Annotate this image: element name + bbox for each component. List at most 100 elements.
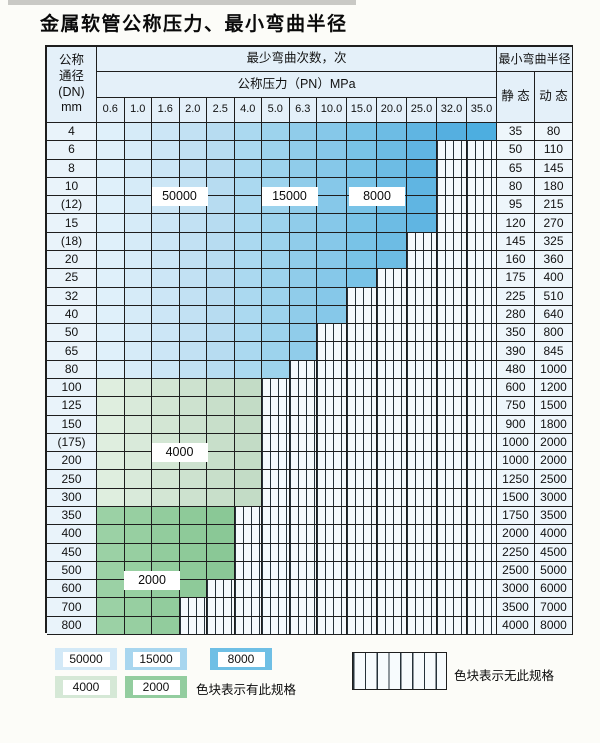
dynamic-radius-cell: 510 [535, 287, 573, 306]
dn-cell: 65 [47, 342, 97, 361]
spec-cell [317, 141, 347, 160]
spec-cell [207, 232, 235, 251]
spec-cell [97, 123, 125, 142]
no-spec-cell [377, 525, 407, 544]
no-spec-cell [347, 433, 377, 453]
spec-cell [234, 141, 262, 160]
dn-cell: 300 [47, 488, 97, 507]
spec-cell [152, 214, 180, 233]
no-spec-cell [467, 342, 497, 361]
spec-cell [124, 177, 152, 197]
spec-cell [124, 378, 152, 398]
no-spec-cell [437, 269, 467, 288]
spec-cell [347, 214, 377, 233]
no-spec-cell [317, 470, 347, 489]
pressure-column-header: 1.6 [152, 98, 180, 123]
pressure-header: 公称压力（PN）MPa [97, 72, 497, 98]
no-spec-cell [262, 470, 290, 489]
spec-cell [124, 269, 152, 288]
spec-cell [407, 141, 437, 160]
no-spec-cell [207, 616, 235, 635]
no-spec-cell [467, 415, 497, 434]
spec-cell [317, 196, 347, 215]
spec-cell [234, 342, 262, 361]
scan-artifact-bar [8, 0, 356, 5]
spec-cell [152, 378, 180, 398]
static-radius-cell: 4000 [497, 616, 535, 635]
no-spec-cell [467, 506, 497, 526]
no-spec-cell [467, 580, 497, 599]
no-spec-cell [407, 342, 437, 361]
no-spec-cell [377, 488, 407, 507]
static-radius-cell: 600 [497, 378, 535, 398]
spec-cell [377, 232, 407, 251]
no-spec-cell [437, 598, 467, 617]
static-radius-cell: 2500 [497, 561, 535, 581]
spec-cell [152, 305, 180, 325]
no-spec-cell [467, 250, 497, 270]
spec-cell [234, 159, 262, 178]
spec-cell [97, 250, 125, 270]
no-spec-cell [467, 324, 497, 343]
no-spec-cell [407, 598, 437, 617]
no-spec-cell [289, 561, 317, 581]
spec-cell [289, 305, 317, 325]
spec-cell [234, 214, 262, 233]
spec-cell [234, 250, 262, 270]
static-radius-cell: 225 [497, 287, 535, 306]
spec-cell [152, 342, 180, 361]
pressure-column-header: 2.0 [179, 98, 207, 123]
spec-cell [234, 452, 262, 471]
no-spec-cell [467, 433, 497, 453]
no-spec-cell [347, 452, 377, 471]
no-spec-cell [467, 287, 497, 306]
spec-cell [97, 561, 125, 581]
static-radius-cell: 50 [497, 141, 535, 160]
static-radius-cell: 65 [497, 159, 535, 178]
spec-cell [207, 342, 235, 361]
spec-cell [124, 123, 152, 142]
static-radius-cell: 1250 [497, 470, 535, 489]
static-radius-cell: 2000 [497, 525, 535, 544]
spec-cell [179, 397, 207, 416]
no-spec-cell [289, 525, 317, 544]
pressure-column-header: 1.0 [124, 98, 152, 123]
no-spec-cell [262, 415, 290, 434]
spec-cell [207, 506, 235, 526]
static-radius-cell: 480 [497, 360, 535, 379]
spec-cell [97, 232, 125, 251]
no-spec-cell [347, 525, 377, 544]
static-radius-cell: 80 [497, 177, 535, 197]
spec-cell [262, 287, 290, 306]
no-spec-cell [207, 598, 235, 617]
no-spec-cell [467, 305, 497, 325]
page-title: 金属软管公称压力、最小弯曲半径 [40, 13, 348, 35]
spec-cell [124, 433, 152, 453]
static-radius-cell: 145 [497, 232, 535, 251]
spec-cell [124, 598, 152, 617]
legend-no-spec-text: 色块表示无此规格 [454, 669, 555, 683]
no-spec-cell [289, 470, 317, 489]
spec-cell [289, 250, 317, 270]
spec-cell [317, 305, 347, 325]
dn-cell: 10 [47, 177, 97, 197]
no-spec-cell [407, 232, 437, 251]
static-radius-cell: 120 [497, 214, 535, 233]
zone-value-label: 2000 [124, 570, 180, 590]
legend-swatch-15000: 15000 [125, 648, 187, 670]
dynamic-radius-cell: 215 [535, 196, 573, 215]
no-spec-cell [262, 525, 290, 544]
no-spec-cell [347, 543, 377, 562]
legend-swatch-4000: 4000 [55, 676, 117, 698]
spec-cell [289, 287, 317, 306]
dynamic-radius-cell: 8000 [535, 616, 573, 635]
no-spec-cell [467, 470, 497, 489]
no-spec-cell [317, 616, 347, 635]
no-spec-cell [467, 561, 497, 581]
spec-cell [207, 543, 235, 562]
spec-cell [179, 214, 207, 233]
spec-cell [97, 324, 125, 343]
no-spec-cell [407, 433, 437, 453]
no-spec-cell [347, 470, 377, 489]
spec-cell [124, 616, 152, 635]
